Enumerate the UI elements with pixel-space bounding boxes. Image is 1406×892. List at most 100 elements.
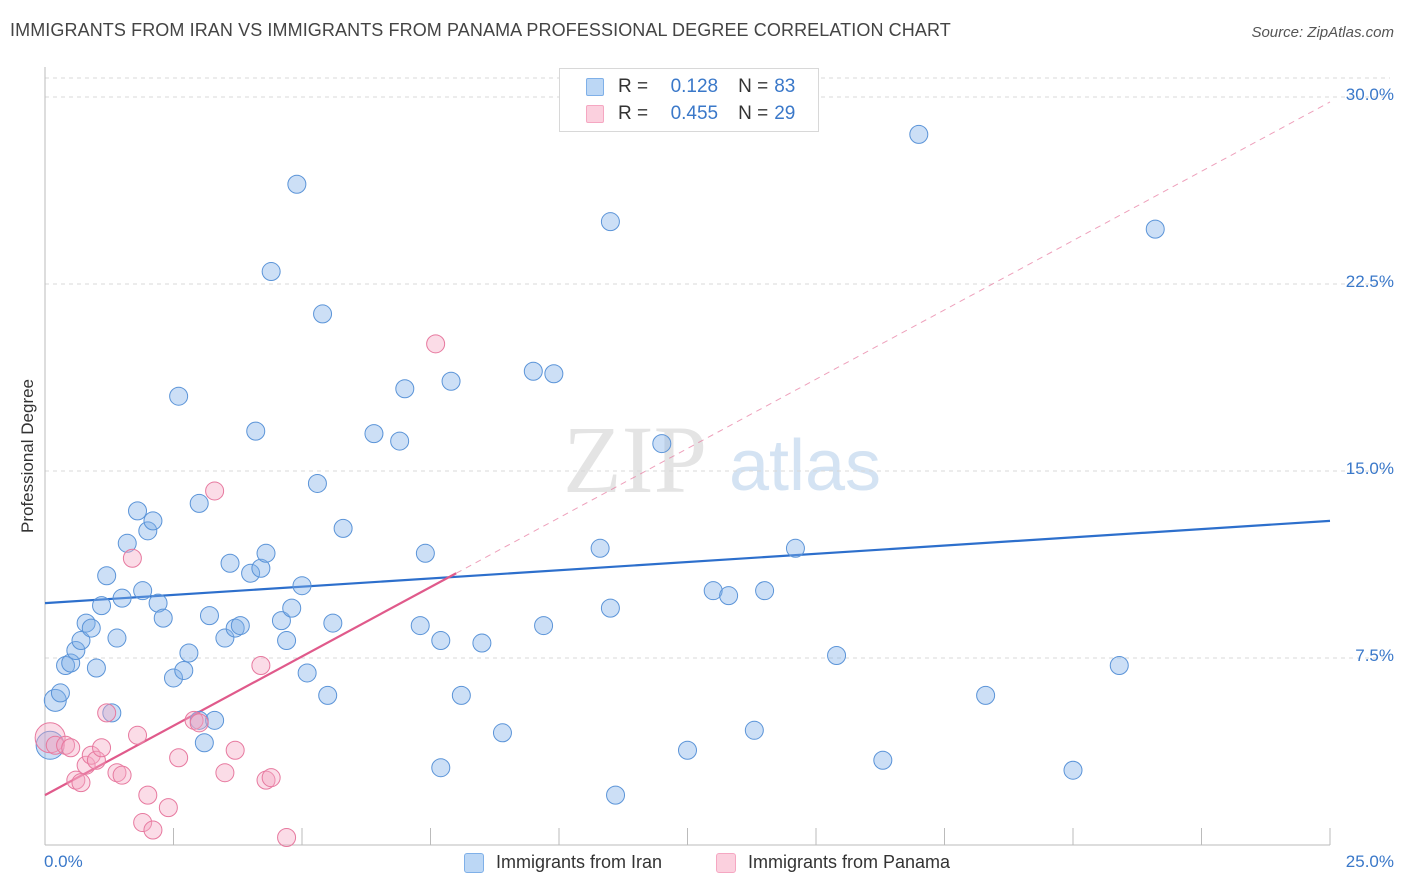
point-iran	[873, 750, 893, 770]
point-iran	[323, 613, 343, 633]
source-label: Source: ZipAtlas.com	[1251, 24, 1394, 41]
point-panama	[189, 713, 209, 733]
point-iran	[205, 710, 225, 730]
point-iran	[441, 371, 461, 391]
point-iran	[292, 576, 312, 596]
point-iran	[364, 424, 384, 444]
point-iran	[410, 616, 430, 636]
point-iran	[287, 174, 307, 194]
point-iran	[225, 618, 245, 638]
point-iran	[827, 646, 847, 666]
point-iran	[86, 658, 106, 678]
point-panama	[133, 813, 153, 833]
point-iran	[1063, 760, 1083, 780]
point-panama	[205, 481, 225, 501]
point-iran	[534, 616, 554, 636]
point-iran	[143, 511, 163, 531]
point-iran	[431, 631, 451, 651]
point-iran	[652, 434, 672, 454]
point-iran	[153, 608, 173, 628]
point-iran	[102, 703, 122, 723]
point-iran	[128, 501, 148, 521]
point-panama	[225, 740, 245, 760]
point-iran	[600, 598, 620, 618]
point-panama	[45, 735, 65, 755]
point-panama	[81, 745, 101, 765]
point-iran	[307, 473, 327, 493]
point-iran	[50, 683, 70, 703]
point-panama	[76, 755, 96, 775]
point-iran	[81, 618, 101, 638]
point-iran	[755, 581, 775, 601]
point-iran	[390, 431, 410, 451]
point-iran	[133, 581, 153, 601]
point-iran	[785, 538, 805, 558]
legend-item-panama[interactable]: Immigrants from Panama	[716, 852, 950, 873]
point-iran	[1109, 655, 1129, 675]
point-iran	[544, 364, 564, 384]
point-iran	[97, 566, 117, 586]
point-panama	[158, 798, 178, 818]
legend-swatch-iran	[586, 78, 604, 96]
point-iran	[71, 631, 91, 651]
point-iran	[164, 668, 183, 688]
point-iran	[215, 628, 235, 648]
point-panama	[143, 820, 163, 840]
point-iran	[117, 533, 137, 553]
point-panama	[92, 738, 112, 758]
trend-line-iran	[44, 519, 1331, 605]
point-iran	[169, 386, 189, 406]
legend-item-iran[interactable]: Immigrants from Iran	[464, 852, 662, 873]
r-value-panama: 0.455	[670, 103, 719, 124]
point-panama	[261, 768, 281, 788]
point-panama	[256, 770, 276, 790]
point-panama	[112, 765, 132, 785]
point-panama	[128, 725, 148, 745]
point-panama	[97, 703, 117, 723]
point-iran	[600, 212, 620, 232]
correlation-legend: R = 0.128 N = 83 R = 0.455 N = 29	[559, 68, 819, 132]
legend-row-iran: R = 0.128 N = 83	[586, 74, 795, 100]
point-panama	[169, 748, 189, 768]
point-iran	[148, 593, 168, 613]
point-iran	[415, 543, 435, 563]
point-iran	[277, 631, 297, 651]
legend-swatch-panama	[586, 105, 604, 123]
trend-lines	[44, 101, 1331, 797]
point-panama	[426, 334, 446, 354]
point-iran	[590, 538, 610, 558]
point-iran	[976, 685, 996, 705]
y-tick-label: 22.5%	[1345, 272, 1394, 291]
n-value-panama: 29	[774, 103, 796, 124]
point-iran	[282, 598, 302, 618]
point-iran	[241, 563, 261, 583]
point-iran	[318, 685, 338, 705]
point-panama	[86, 750, 106, 770]
point-iran	[174, 660, 194, 680]
point-panama	[66, 770, 86, 790]
point-iran	[297, 663, 317, 683]
trend-line-panama	[44, 572, 457, 797]
point-iran	[251, 558, 271, 578]
legend-swatch-iran	[464, 852, 484, 873]
point-iran	[492, 723, 512, 743]
axes	[44, 67, 1331, 846]
point-iran	[395, 379, 415, 399]
r-label: R =	[618, 76, 649, 97]
y-tick-label: 7.5%	[1355, 646, 1394, 665]
point-iran	[138, 521, 158, 541]
point-iran	[678, 740, 697, 760]
point-iran	[76, 613, 96, 633]
point-panama	[107, 763, 127, 783]
point-iran	[61, 653, 81, 673]
point-panama	[56, 735, 76, 755]
point-panama	[138, 785, 158, 805]
point-iran	[313, 304, 333, 324]
point-panama	[215, 763, 235, 783]
point-iran	[179, 643, 199, 663]
data-points	[34, 124, 1165, 848]
point-panama	[277, 828, 297, 848]
x-tick-label-max: 25.0%	[1345, 852, 1394, 871]
legend-label-panama: Immigrants from Panama	[748, 852, 951, 872]
